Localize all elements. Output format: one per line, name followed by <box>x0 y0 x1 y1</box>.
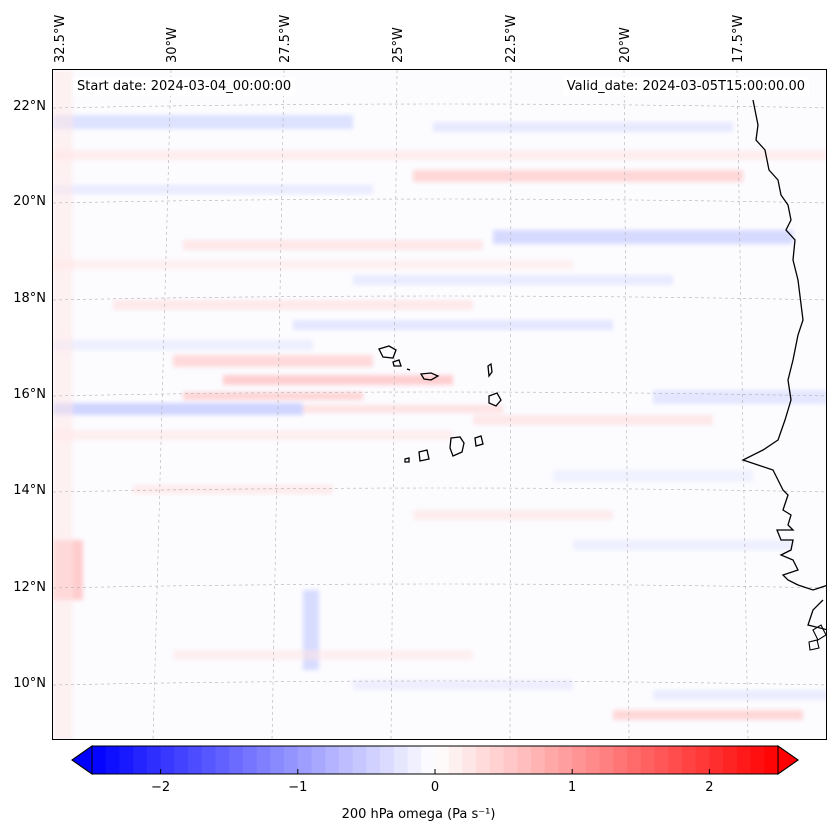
colorbar-segment <box>695 746 710 774</box>
longitude-label: 25°W <box>391 27 406 63</box>
colorbar-label: 200 hPa omega (Pa s⁻¹) <box>341 807 496 822</box>
colorbar-tick-label: −1 <box>288 780 308 795</box>
colorbar-segment <box>229 746 244 774</box>
colorbar-segment <box>174 746 189 774</box>
colorbar-segment <box>311 746 326 774</box>
longitude-label: 22.5°W <box>504 14 519 63</box>
longitude-label: 32.5°W <box>53 14 68 63</box>
colorbar-segment <box>270 746 285 774</box>
colorbar-segment <box>489 746 505 774</box>
latitude-label: 18°N <box>13 291 46 306</box>
colorbar-segment <box>599 746 614 774</box>
map-panel <box>52 69 827 740</box>
colorbar-segment <box>160 746 175 774</box>
colorbar-extend-min <box>71 745 93 775</box>
colorbar-segment <box>105 746 120 774</box>
colorbar-segment <box>654 746 669 774</box>
longitude-label: 17.5°W <box>731 14 746 63</box>
colorbar-segment <box>338 746 354 774</box>
colorbar-segment <box>215 746 230 774</box>
colorbar-segment <box>585 746 601 774</box>
colorbar-segment <box>462 746 477 774</box>
graticule <box>53 70 826 739</box>
omega-shading <box>53 70 826 739</box>
latitude-label: 10°N <box>13 676 46 691</box>
colorbar-segment <box>188 746 203 774</box>
colorbar-segment <box>736 746 752 774</box>
colorbar-segment <box>627 746 642 774</box>
latitude-label: 16°N <box>13 387 46 402</box>
colorbar-segment <box>380 746 395 774</box>
cape-verde-islands <box>378 345 502 463</box>
colorbar-segment <box>448 746 463 774</box>
colorbar-segment <box>352 746 367 774</box>
colorbar-segment <box>517 746 532 774</box>
colorbar-tick-label: 2 <box>705 780 714 795</box>
colorbar-extend-max <box>777 745 799 775</box>
longitude-label: 20°W <box>618 27 633 63</box>
latitude-label: 20°N <box>13 194 46 209</box>
colorbar-segment <box>119 746 134 774</box>
colorbar-segment <box>92 746 107 774</box>
colorbar-segment <box>242 746 258 774</box>
colorbar-segment <box>284 746 299 774</box>
colorbar-segment <box>544 746 559 774</box>
africa-coastline <box>741 99 826 631</box>
colorbar-segment <box>503 746 518 774</box>
latitude-label: 14°N <box>13 483 46 498</box>
longitude-label: 30°W <box>165 27 180 63</box>
colorbar-segment <box>681 746 697 774</box>
colorbar-segment <box>366 746 381 774</box>
colorbar-segment <box>750 746 765 774</box>
colorbar-segment <box>764 746 779 774</box>
colorbar-segment <box>146 746 162 774</box>
colorbar-segment <box>201 746 216 774</box>
coastline-islands <box>808 624 826 651</box>
colorbar-segment <box>531 746 546 774</box>
colorbar-segment <box>435 746 450 774</box>
colorbar-segment <box>640 746 656 774</box>
colorbar-segment <box>668 746 683 774</box>
longitude-label: 27.5°W <box>278 14 293 63</box>
start-date-label: Start date: 2024-03-04_00:00:00 <box>73 77 296 96</box>
omega-field-map <box>53 70 826 739</box>
colorbar-segment <box>256 746 271 774</box>
colorbar-tick-label: 1 <box>568 780 577 795</box>
colorbar-segment <box>407 746 422 774</box>
colorbar-segment <box>421 746 436 774</box>
colorbar-segment <box>297 746 313 774</box>
colorbar-segment <box>709 746 724 774</box>
colorbar-segment <box>572 746 587 774</box>
valid-date-label: Valid_date: 2024-03-05T15:00:00.00 <box>562 77 809 96</box>
colorbar-tick-label: 0 <box>430 780 440 795</box>
latitude-label: 22°N <box>13 99 46 114</box>
colorbar-segment <box>723 746 738 774</box>
colorbar-segment <box>558 746 573 774</box>
latitude-label: 12°N <box>13 580 46 595</box>
colorbar-segment <box>613 746 628 774</box>
colorbar-segment <box>476 746 491 774</box>
colorbar-outline <box>71 745 799 775</box>
colorbar-segment <box>133 746 148 774</box>
colorbar-segment <box>393 746 409 774</box>
colorbar-tick-label: −2 <box>151 780 171 795</box>
colorbar-segment <box>325 746 340 774</box>
colorbar <box>71 745 799 775</box>
